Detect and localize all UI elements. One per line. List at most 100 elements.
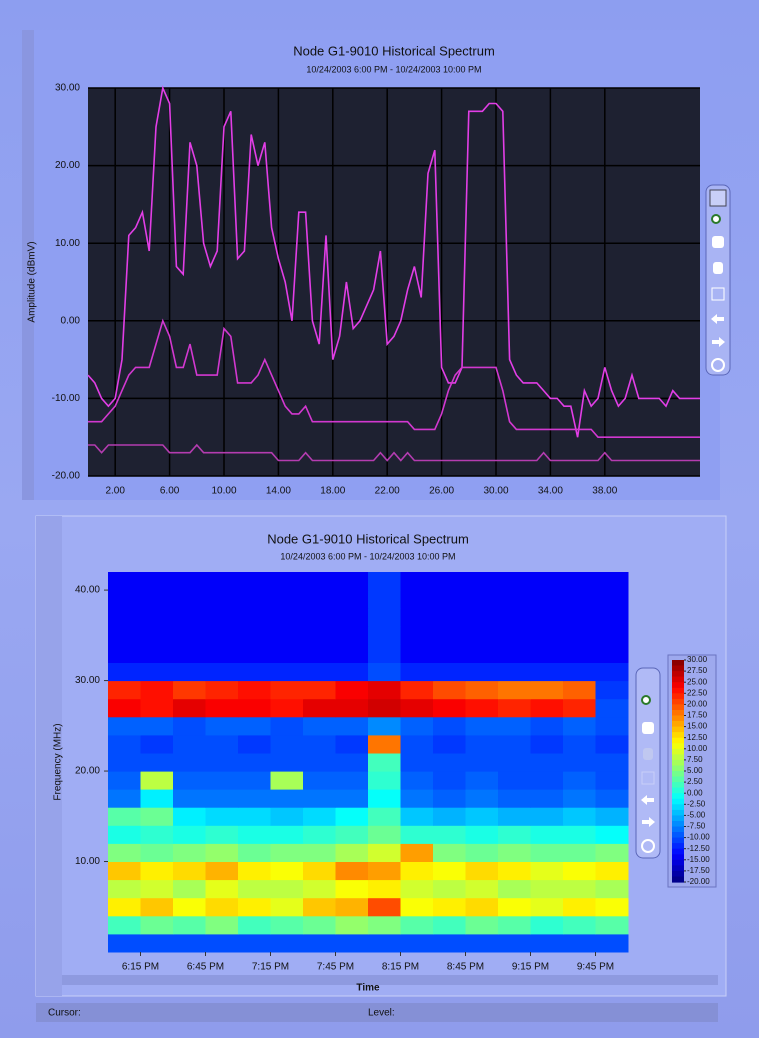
colorbar-swatch [672,854,684,861]
fit-tool[interactable] [641,771,655,785]
heat-cell [303,608,336,627]
colorbar-swatch [672,765,684,772]
colorbar-swatch [672,698,684,705]
heat-cell [108,753,141,772]
heat-cell [335,771,369,790]
heat-cell [595,698,629,718]
heat-cell [205,734,239,754]
colorbar-swatch [672,676,684,683]
heat-cell [140,626,174,645]
heat-cell [433,771,466,790]
heat-cell [400,716,434,736]
heat-cell [108,680,141,700]
heat-cell [173,626,206,645]
heat-cell [433,680,466,700]
heat-cell [498,608,531,627]
heat-cell [335,843,369,862]
heat-cell [140,698,174,718]
heat-cell [140,789,174,808]
heat-cell [238,861,271,881]
select-tool[interactable] [643,748,653,760]
heat-cell [498,933,531,953]
colorbar-swatch [672,843,684,850]
heat-cell [368,572,401,591]
heat-cell [173,915,206,935]
x-tick-label: 10.00 [211,486,236,497]
heat-cell [595,933,629,953]
heat-cell [303,807,336,826]
heat-cell [368,626,401,645]
forward-tool[interactable] [642,817,655,827]
colorbar-swatch [672,759,684,766]
select-tool[interactable] [713,262,723,274]
heat-cell [465,698,499,718]
chart-title: Node G1-9010 Historical Spectrum [267,531,469,546]
colorbar-swatch [672,782,684,789]
heat-cell [270,897,304,917]
heat-cell [335,753,369,772]
pan-tool[interactable] [642,722,654,734]
heat-cell [595,590,629,609]
x-tick-label: 14.00 [266,486,291,497]
heat-cell [140,753,174,772]
fit-tool[interactable] [711,287,725,301]
heat-cell [173,771,206,790]
heat-cell [368,771,401,790]
scrollbar[interactable] [62,975,718,985]
heat-cell [400,915,434,935]
colorbar-swatch [672,815,684,822]
toolbar-frame [635,667,661,859]
heat-cell [303,716,336,736]
x-tick-label: 6:15 PM [122,962,159,973]
heat-cell [335,590,369,609]
heat-cell [270,590,304,609]
heat-cell [563,626,596,645]
heat-cell [238,789,271,808]
heat-cell [238,680,271,700]
colorbar-label: 27.50 [687,666,708,675]
colorbar-swatch [672,693,684,700]
heat-cell [563,644,596,663]
zoom-tool[interactable] [641,695,651,705]
forward-tool[interactable] [712,337,725,347]
heat-cell [205,915,239,935]
heat-cell [238,879,271,899]
heat-cell [563,572,596,591]
x-tick-label: 8:45 PM [447,962,484,973]
y-axis-label: Frequency (MHz) [53,723,64,800]
back-tool[interactable] [641,795,654,805]
heat-cell [530,915,564,935]
heat-cell [335,698,369,718]
heat-cell [368,753,401,772]
heat-cell [368,879,401,899]
heat-cell [530,716,564,736]
heat-cell [433,734,466,754]
reset-tool[interactable] [641,839,655,853]
heat-cell [498,644,531,663]
heat-cell [205,662,239,682]
x-tick-label: 7:15 PM [252,962,289,973]
heat-cell [303,698,336,718]
heat-cell [335,879,369,899]
heat-cell [433,590,466,609]
colorbar-label: 25.00 [687,677,708,686]
heat-cell [498,843,531,862]
pan-tool[interactable] [712,236,724,248]
heat-cell [173,789,206,808]
heat-cell [303,771,336,790]
heat-cell [400,879,434,899]
heat-cell [270,644,304,663]
heat-cell [465,644,499,663]
heat-cell [433,698,466,718]
heat-cell [270,843,304,862]
reset-tool[interactable] [711,358,725,372]
heat-cell [270,626,304,645]
back-tool[interactable] [711,314,724,324]
heat-cell [498,825,531,844]
heat-cell [368,807,401,826]
heat-cell [303,644,336,663]
heat-cell [400,698,434,718]
zoom-tool[interactable] [711,214,721,224]
heat-cell [400,626,434,645]
tool-button[interactable] [709,189,727,207]
